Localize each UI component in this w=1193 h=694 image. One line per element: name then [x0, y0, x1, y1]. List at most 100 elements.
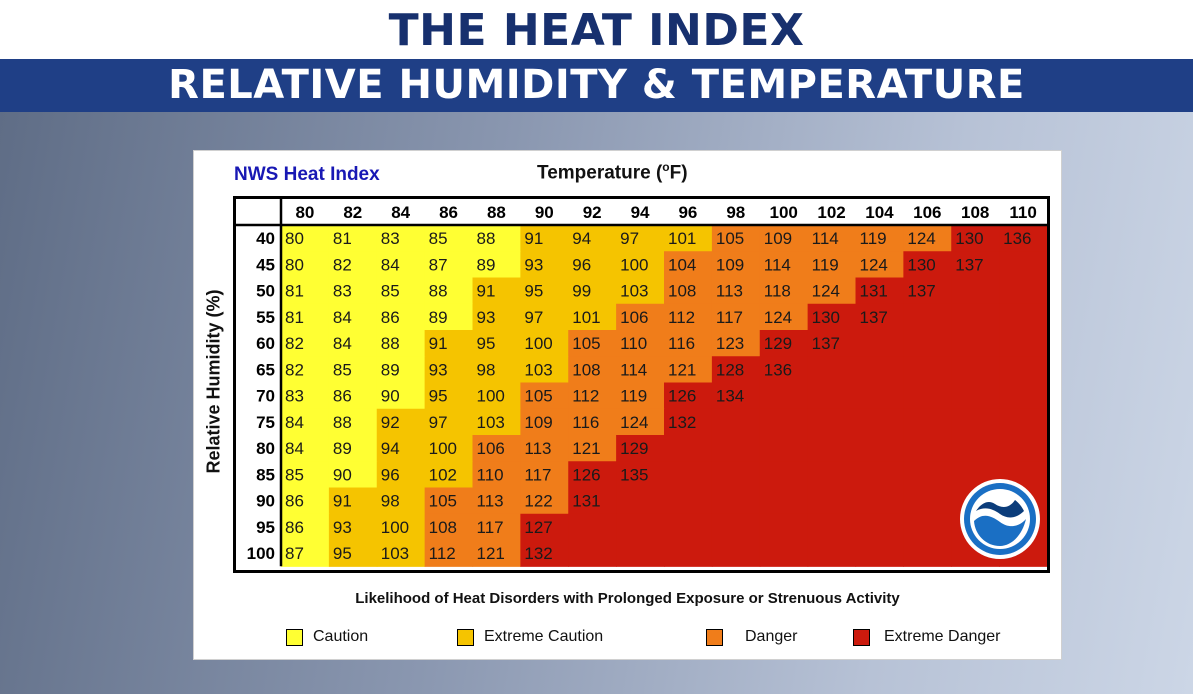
- heatmap-value-label: 113: [524, 439, 551, 458]
- heatmap-cell: [711, 225, 761, 252]
- y-tick-label: 75: [256, 413, 275, 432]
- heatmap-cell: [855, 303, 904, 331]
- heatmap-cell: [616, 540, 665, 567]
- heatmap-cell: [424, 461, 474, 489]
- heatmap-value-label: 82: [285, 334, 304, 353]
- heatmap-value-label: 131: [860, 282, 888, 301]
- heatmap-value-label: 84: [285, 439, 304, 458]
- heatmap-cell: [424, 330, 474, 357]
- heatmap-value-label: 106: [477, 439, 505, 458]
- heatmap-cell: [951, 435, 1000, 462]
- heatmap-value-label: 95: [477, 334, 496, 353]
- y-tick-label: 45: [256, 255, 275, 274]
- heatmap-cell: [616, 461, 665, 489]
- heatmap-cell: [903, 356, 952, 384]
- heatmap-cell: [568, 408, 617, 436]
- heatmap-cell: [520, 382, 569, 410]
- heatmap-cell: [472, 540, 521, 567]
- heatmap-cell: [807, 408, 857, 436]
- heatmap-cell: [903, 461, 952, 489]
- heatmap-cell: [281, 251, 330, 279]
- heatmap-value-label: 80: [285, 255, 304, 274]
- heatmap-cell: [424, 277, 474, 305]
- heatmap-cell: [807, 540, 857, 567]
- heatmap-value-label: 92: [381, 413, 400, 432]
- degree-symbol: o: [662, 160, 670, 174]
- heatmap-value-label: 84: [285, 413, 304, 432]
- heatmap-value-label: 103: [381, 544, 409, 563]
- heatmap-cell: [664, 382, 713, 410]
- x-tick-label: 88: [487, 203, 506, 222]
- heatmap-value-label: 83: [381, 229, 400, 248]
- heatmap-cell: [759, 303, 809, 331]
- heatmap-value-label: 130: [955, 229, 983, 248]
- heatmap-cell: [759, 251, 809, 279]
- heatmap-cell: [951, 303, 1000, 331]
- heatmap-value-label: 121: [668, 360, 696, 379]
- heatmap-cell: [711, 487, 761, 515]
- heatmap-cell: [807, 330, 857, 357]
- heatmap-cell: [711, 513, 761, 541]
- heatmap-value-label: 85: [333, 360, 352, 379]
- heat-index-table: 80 81 83 85 88 91 94 97 101 105 109 114 119 124 130 136…: [233, 196, 1050, 573]
- heatmap-cell: [424, 540, 474, 567]
- heatmap-cell: [472, 277, 521, 305]
- heatmap-value-label: 86: [333, 387, 352, 406]
- heatmap-cell: [999, 382, 1047, 410]
- heatmap-cell: [281, 540, 330, 567]
- y-tick-label: 70: [256, 387, 275, 406]
- heatmap-cell: [376, 487, 426, 515]
- heatmap-cell: [472, 303, 521, 331]
- heatmap-cell: [616, 382, 665, 410]
- heatmap-cell: [711, 382, 761, 410]
- heatmap-value-label: 89: [477, 255, 496, 274]
- heatmap-value-label: 126: [572, 465, 600, 484]
- heatmap-cell: [664, 356, 713, 384]
- heatmap-cell: [328, 251, 378, 279]
- heatmap-value-label: 85: [429, 229, 448, 248]
- x-tick-label: 94: [631, 203, 650, 222]
- heatmap-cell: [999, 251, 1047, 279]
- heatmap-cell: [759, 225, 809, 252]
- heatmap-cell: [424, 356, 474, 384]
- heatmap-cell: [903, 540, 952, 567]
- heatmap-value-label: 88: [429, 282, 448, 301]
- heatmap-value-label: 89: [333, 439, 352, 458]
- heatmap-cell: [807, 356, 857, 384]
- heatmap-cell: [903, 513, 952, 541]
- heatmap-value-label: 99: [572, 282, 591, 301]
- heatmap-cell: [616, 408, 665, 436]
- heatmap-cell: [520, 330, 569, 357]
- heatmap-value-label: 112: [572, 387, 599, 406]
- heatmap-value-label: 110: [477, 465, 504, 484]
- heatmap-cell: [807, 277, 857, 305]
- y-tick-label: 50: [256, 282, 275, 301]
- heatmap-cell: [281, 277, 330, 305]
- legend-swatch-caution: [286, 628, 303, 646]
- heatmap-cell: [664, 540, 713, 567]
- heatmap-cell: [520, 435, 569, 462]
- heatmap-cell: [472, 435, 521, 462]
- heatmap-cell: [281, 330, 330, 357]
- heatmap-cell: [855, 435, 904, 462]
- heatmap-cell: [999, 330, 1047, 357]
- heatmap-cell: [520, 225, 569, 252]
- heatmap-value-label: 112: [429, 544, 456, 563]
- x-tick-label: 96: [678, 203, 697, 222]
- x-tick-label: 90: [535, 203, 554, 222]
- heatmap-value-label: 84: [381, 255, 400, 274]
- y-tick-label: 95: [256, 518, 275, 537]
- heatmap-cell: [281, 225, 330, 252]
- heatmap-cell: [807, 303, 857, 331]
- heatmap-value-label: 96: [381, 465, 400, 484]
- heatmap-value-label: 97: [429, 413, 448, 432]
- heatmap-cell: [759, 435, 809, 462]
- header-band: RELATIVE HUMIDITY & TEMPERATURE: [0, 59, 1193, 112]
- heatmap-value-label: 93: [333, 518, 352, 537]
- page-subtitle: RELATIVE HUMIDITY & TEMPERATURE: [168, 62, 1025, 108]
- heatmap-value-label: 102: [429, 465, 457, 484]
- heatmap-cell: [616, 487, 665, 515]
- heatmap-value-label: 93: [429, 360, 448, 379]
- heatmap-cell: [472, 251, 521, 279]
- heatmap-cell: [711, 435, 761, 462]
